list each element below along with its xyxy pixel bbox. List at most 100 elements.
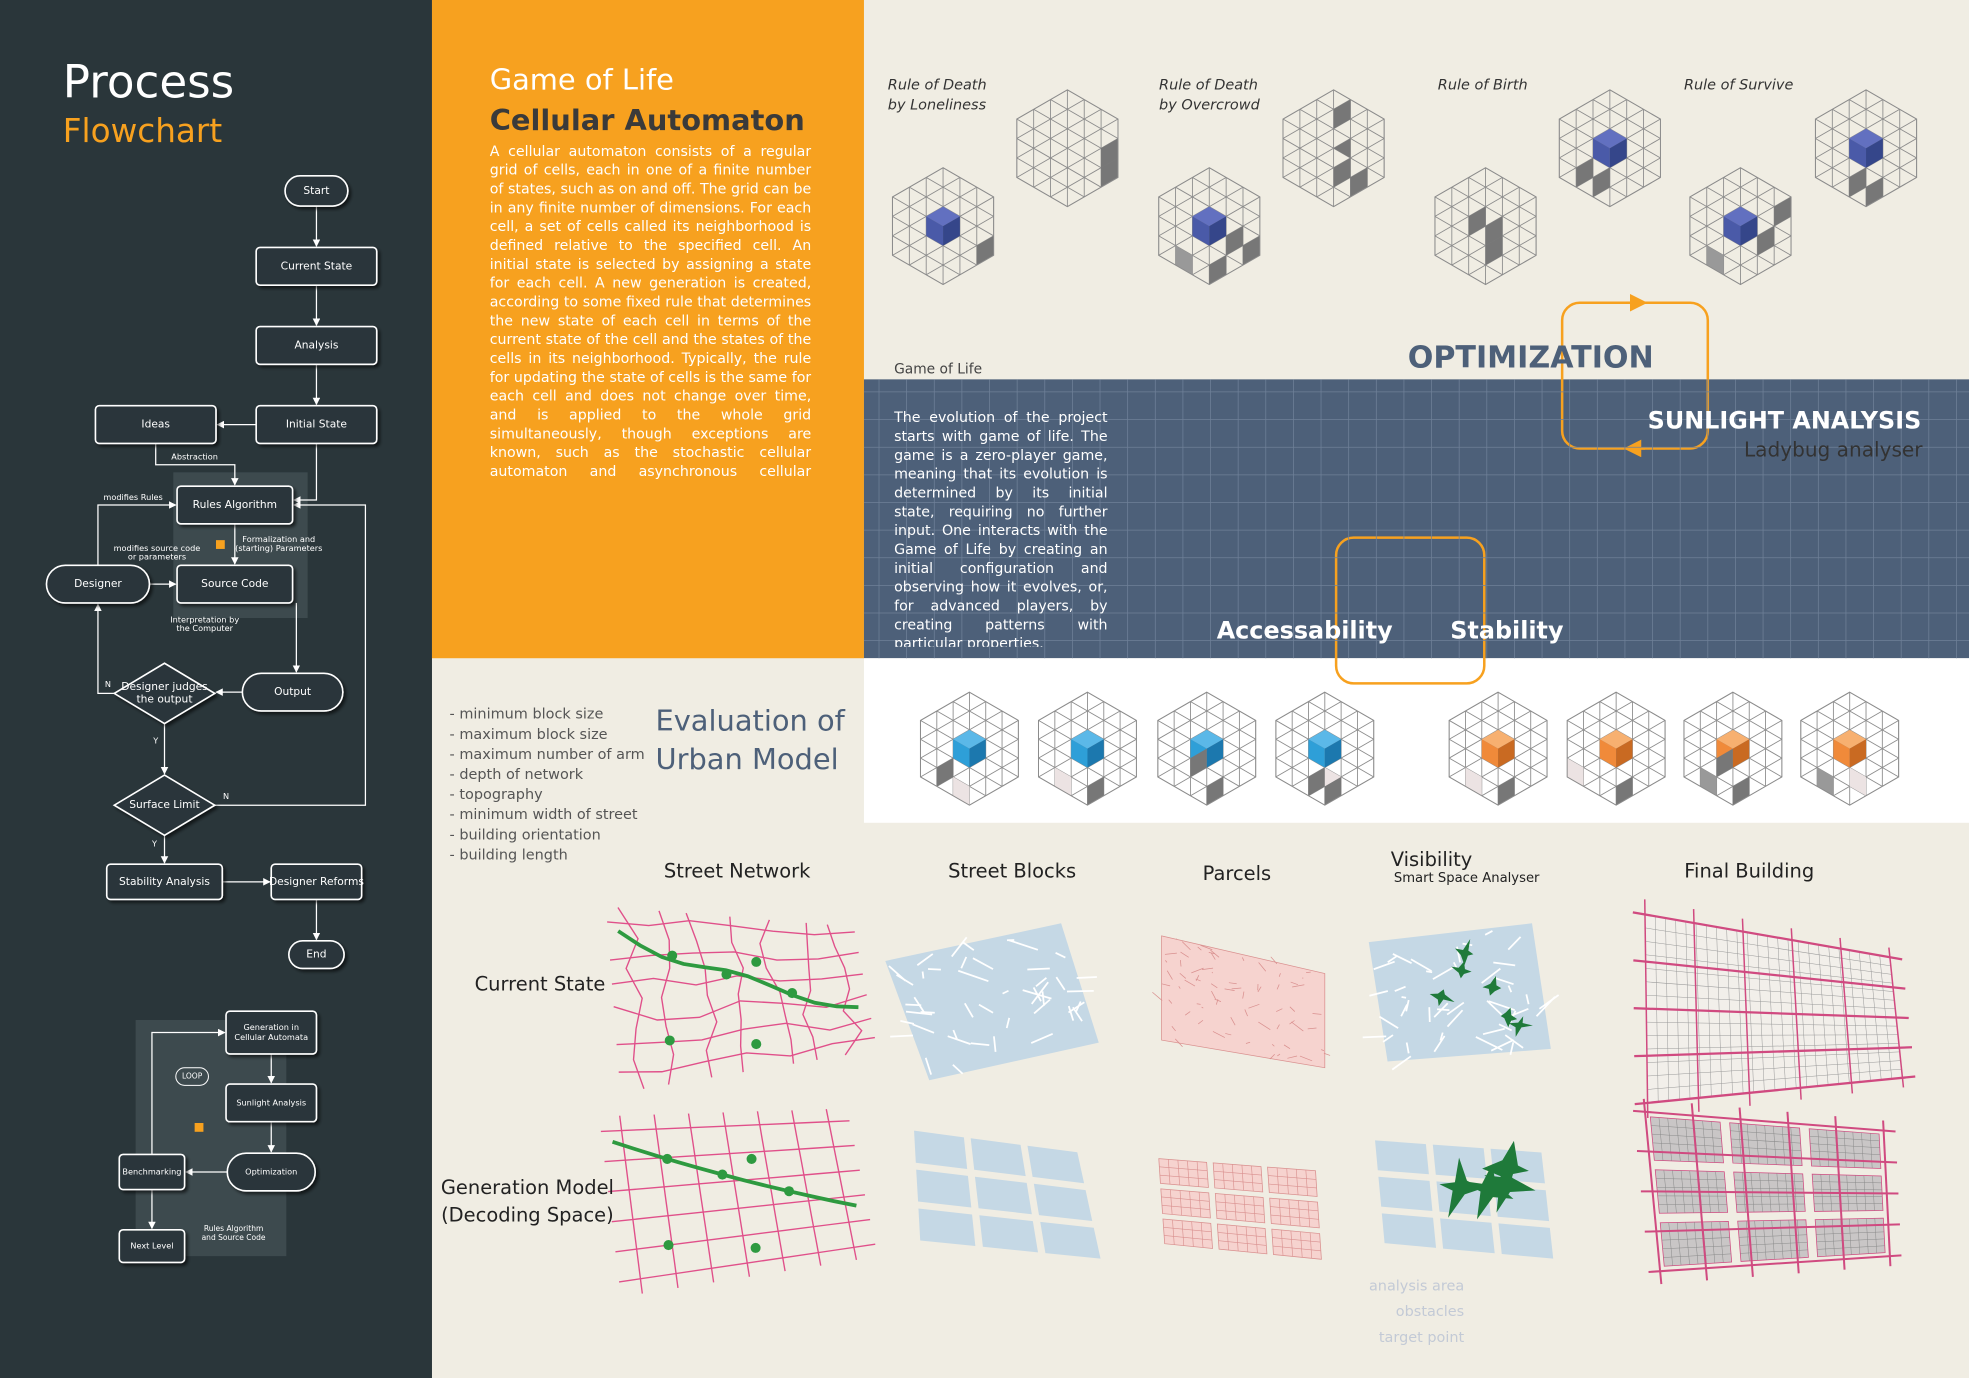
block-gap <box>1509 1042 1515 1055</box>
flow-decision <box>112 662 217 725</box>
block-gap <box>927 968 941 971</box>
block-gap <box>1405 1042 1410 1054</box>
hex-grid-line <box>1689 230 1792 285</box>
main-road <box>1692 909 1700 1112</box>
block-gap <box>951 936 968 958</box>
lot-line <box>1180 960 1182 967</box>
block-gap <box>905 1010 933 1016</box>
block-gap <box>1055 952 1066 959</box>
lot-line <box>1816 1231 1884 1235</box>
block-gap <box>916 953 934 966</box>
lot-line <box>1684 1119 1690 1162</box>
row-label: Generation Model <box>441 1176 614 1199</box>
lot-line <box>1646 1034 1898 1036</box>
flow-node <box>255 325 378 366</box>
column-label: Street Blocks <box>948 859 1076 882</box>
main-road <box>1834 1116 1846 1270</box>
lot-line <box>1790 1127 1794 1166</box>
block-area <box>885 923 1099 1081</box>
cell-face <box>1468 206 1486 236</box>
main-road <box>1790 928 1802 1100</box>
block-gap <box>957 969 989 983</box>
block-gap <box>1072 1006 1083 1022</box>
lot-line <box>1196 1161 1200 1187</box>
edge-label: the Computer <box>176 623 233 633</box>
street <box>616 1017 872 1046</box>
lot-line <box>1222 1163 1225 1189</box>
street-node <box>746 1153 757 1164</box>
loop-badge <box>175 1067 209 1086</box>
flow-node-label: Surface Limit <box>129 798 199 811</box>
cell-face <box>1101 138 1118 168</box>
block-gap <box>1369 990 1389 997</box>
lot-line <box>1159 1166 1208 1172</box>
cube-right <box>1732 739 1750 768</box>
street-node <box>664 1035 675 1046</box>
lot-line <box>1651 1133 1722 1139</box>
edge-label: N <box>223 791 229 801</box>
flow-arrow <box>214 501 367 806</box>
cube-right <box>1866 138 1883 168</box>
block-gap <box>952 1029 958 1040</box>
lot-line <box>1817 1245 1885 1250</box>
optimization-title: OPTIMIZATION <box>1408 341 1654 376</box>
lot-line <box>1170 1189 1173 1215</box>
street-node <box>751 956 762 967</box>
lot-line <box>1179 972 1187 979</box>
lot-line <box>1676 1118 1681 1162</box>
block-gap <box>1373 960 1395 971</box>
cube-top <box>1593 128 1627 149</box>
main-road <box>1636 1150 1898 1164</box>
marker-square <box>194 1123 204 1132</box>
lot-line <box>1693 1221 1699 1265</box>
block-gap <box>1030 1033 1054 1044</box>
block-gap <box>1446 1001 1465 1016</box>
block-gap <box>912 1023 935 1034</box>
cell-face <box>1485 216 1503 246</box>
lot-line <box>1161 1204 1210 1210</box>
street <box>802 922 818 1060</box>
lot-line <box>1812 1181 1882 1184</box>
lot-line <box>1292 984 1305 988</box>
parcel-block <box>1212 1162 1264 1193</box>
lot-line <box>1668 1222 1673 1266</box>
lot-line <box>1295 1169 1299 1195</box>
lot-line <box>1215 1201 1264 1207</box>
hex-outline <box>1800 691 1900 806</box>
block-gap <box>1484 930 1493 936</box>
hex-grid-line <box>1815 89 1917 144</box>
flow-node <box>241 672 344 712</box>
vis-block <box>1440 1218 1495 1254</box>
parcel-block <box>1162 1218 1213 1249</box>
criteria-item: - maximum block size <box>450 727 608 743</box>
column-label: Visibility <box>1391 848 1473 871</box>
lot-line <box>1231 987 1242 990</box>
block-gap <box>1410 958 1432 972</box>
lot-line <box>1843 1131 1847 1168</box>
lot-line <box>1161 1196 1210 1202</box>
lot-line <box>1269 1054 1275 1060</box>
flow-node-label: Cellular Automata <box>234 1032 308 1042</box>
block-gap <box>1400 1004 1408 1017</box>
street-node <box>784 1186 795 1197</box>
block-gap <box>1486 1000 1503 1016</box>
block-gap <box>1507 985 1513 993</box>
hex-grid-line <box>1559 89 1661 144</box>
edge-label: Y <box>152 736 158 746</box>
lot-line <box>1165 960 1168 963</box>
cube-left <box>1723 216 1741 246</box>
panel-subtitle: Cellular Automaton <box>490 103 805 137</box>
lot-line <box>1152 991 1163 1001</box>
lot-line <box>1196 1003 1201 1005</box>
block-gap <box>1391 1055 1412 1071</box>
lot-line <box>1286 1168 1289 1195</box>
lot-line <box>1270 1214 1319 1220</box>
lot-line <box>1816 1238 1885 1243</box>
main-road <box>1642 1098 1663 1285</box>
lot-line <box>1300 1231 1303 1258</box>
lot-line <box>1685 1222 1690 1265</box>
visibility-field <box>1484 1163 1536 1213</box>
panel-title: Game of Life <box>490 63 674 97</box>
